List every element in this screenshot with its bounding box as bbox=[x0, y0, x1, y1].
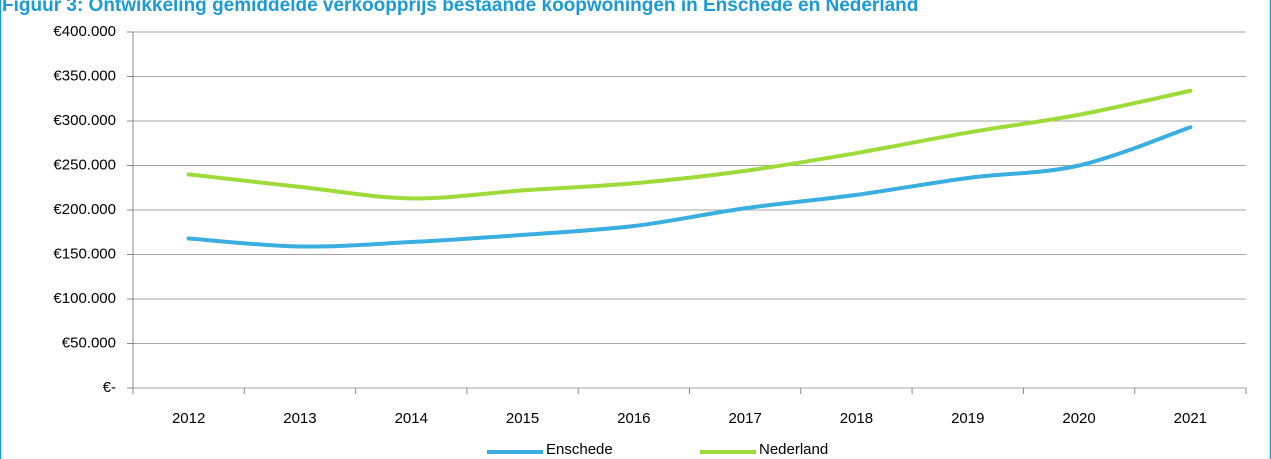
series-line bbox=[186, 125, 1193, 249]
x-tick-label: 2019 bbox=[951, 410, 984, 427]
legend-label: Nederland bbox=[759, 441, 828, 458]
y-tick-label: €50.000 bbox=[62, 334, 116, 351]
series-line bbox=[186, 88, 1193, 201]
x-tick-label: 2013 bbox=[283, 410, 316, 427]
x-tick-label: 2018 bbox=[840, 410, 873, 427]
x-tick-label: 2021 bbox=[1174, 410, 1207, 427]
y-tick-label: €300.000 bbox=[53, 112, 116, 129]
x-tick-label: 2017 bbox=[728, 410, 761, 427]
y-tick-label: €- bbox=[103, 379, 116, 396]
x-tick-label: 2012 bbox=[172, 410, 205, 427]
y-tick-label: €350.000 bbox=[53, 67, 116, 84]
y-tick-label: €100.000 bbox=[53, 290, 116, 307]
y-tick-label: €400.000 bbox=[53, 23, 116, 40]
x-tick-label: 2015 bbox=[506, 410, 539, 427]
y-tick-label: €200.000 bbox=[53, 201, 116, 218]
chart-title: Figuur 3: Ontwikkeling gemiddelde verkoo… bbox=[2, 0, 918, 16]
x-tick-label: 2016 bbox=[617, 410, 650, 427]
y-tick-label: €150.000 bbox=[53, 245, 116, 262]
x-tick-label: 2014 bbox=[395, 410, 428, 427]
y-tick-label: €250.000 bbox=[53, 156, 116, 173]
x-tick-label: 2020 bbox=[1062, 410, 1095, 427]
legend-label: Enschede bbox=[546, 441, 613, 458]
